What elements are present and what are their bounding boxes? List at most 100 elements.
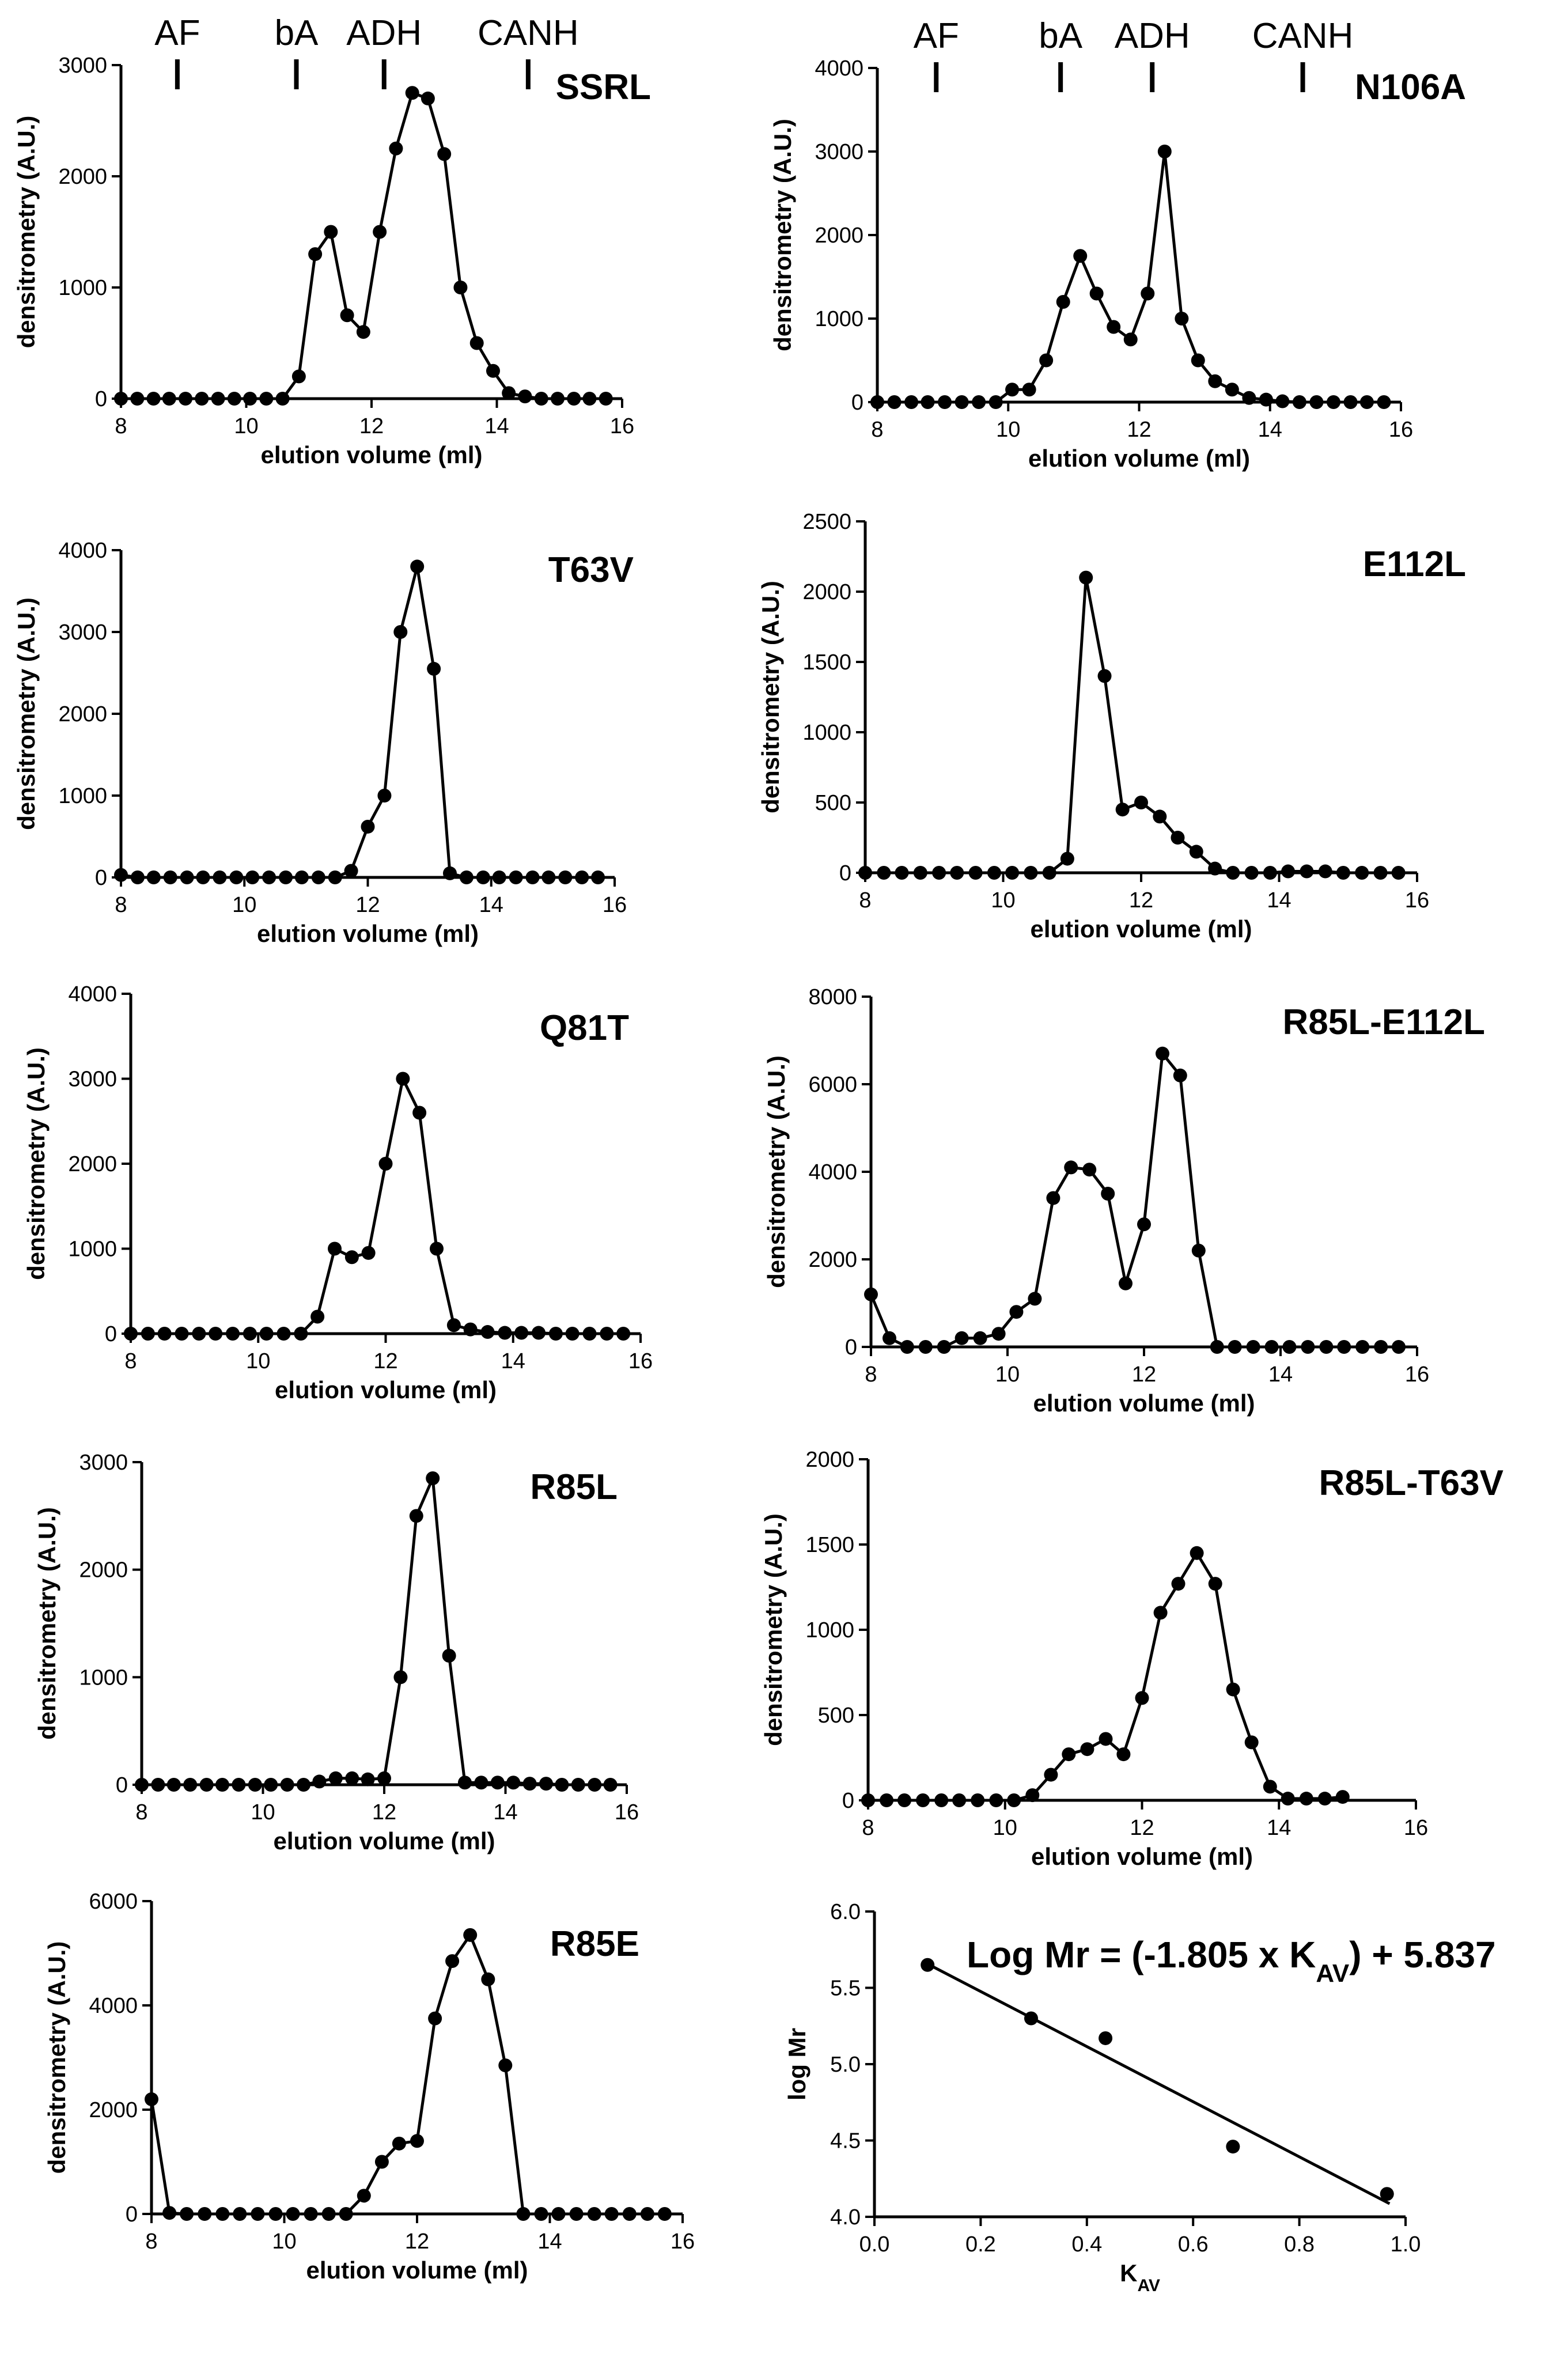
standard-marker-label: AF	[914, 16, 959, 56]
data-point	[971, 1793, 985, 1807]
x-tick-label: 16	[615, 1800, 639, 1825]
x-tick-label: 10	[993, 1816, 1017, 1840]
x-tick-label: 0.4	[1071, 2232, 1102, 2257]
data-point	[393, 1670, 408, 1685]
data-point	[1228, 1340, 1242, 1354]
data-point	[481, 1972, 495, 1986]
y-tick-label: 1000	[58, 784, 107, 808]
data-point	[163, 870, 177, 884]
x-axis-label: elution volume (ml)	[275, 1376, 497, 1403]
data-point	[1123, 332, 1138, 347]
data-point	[480, 1325, 495, 1339]
data-point	[377, 789, 392, 803]
chart-t63v: 8 10 12 14 16 0 1000 2000 3000 4000 elution volume…	[13, 539, 634, 947]
y-tick-label: 2000	[808, 1248, 857, 1272]
data-point	[259, 1327, 274, 1341]
data-point	[1171, 831, 1185, 845]
data-point	[950, 866, 964, 880]
data-point	[1226, 866, 1240, 880]
x-tick-label: 12	[372, 1800, 396, 1825]
chart-title: T63V	[548, 550, 634, 590]
x-axis-label: elution volume (ml)	[260, 441, 482, 468]
x-tick-label: 0.2	[965, 2232, 996, 2257]
y-axis-label: log Mr	[783, 2028, 810, 2100]
data-point	[913, 866, 927, 880]
y-tick-label: 4.5	[830, 2129, 861, 2153]
data-point	[373, 225, 387, 239]
data-point	[640, 2207, 654, 2221]
data-point	[179, 392, 193, 406]
y-tick-label: 0	[842, 1789, 854, 1813]
x-tick-label: 14	[1258, 418, 1282, 442]
x-tick-label: 8	[115, 893, 127, 917]
x-tick-label: 14	[484, 414, 509, 438]
y-tick-label: 8000	[808, 985, 857, 1009]
x-tick-label: 10	[991, 888, 1015, 913]
x-tick-label: 12	[1129, 888, 1153, 913]
x-tick-label: 16	[1404, 1816, 1428, 1840]
data-point	[1373, 866, 1388, 880]
data-point	[393, 625, 408, 639]
chart-title: N106A	[1355, 67, 1466, 107]
data-point	[490, 1776, 505, 1790]
data-point	[616, 1327, 631, 1341]
data-point	[1374, 1340, 1388, 1354]
y-tick-label: 3000	[58, 54, 107, 78]
data-point	[130, 392, 145, 406]
chart-r85l-t63v: 8 10 12 14 16 0 500 1000 1500 2000 elution volume …	[760, 1448, 1503, 1870]
x-tick-label: 12	[373, 1349, 397, 1373]
data-point	[1281, 864, 1296, 879]
data-point	[409, 1509, 423, 1523]
x-tick-label: 16	[628, 1349, 653, 1373]
data-point	[196, 870, 210, 884]
data-point	[215, 1778, 229, 1792]
data-point	[587, 2207, 601, 2221]
y-tick-label: 3000	[68, 1068, 117, 1092]
data-point	[277, 1327, 291, 1341]
x-tick-label: 12	[1127, 418, 1151, 442]
data-point	[932, 866, 946, 880]
x-axis-label: elution volume (ml)	[1028, 445, 1250, 472]
x-tick-label: 1.0	[1391, 2232, 1421, 2257]
x-tick-label: 0.0	[859, 2232, 890, 2257]
y-tick-label: 0	[126, 2202, 138, 2227]
x-tick-label: 10	[246, 1349, 270, 1373]
data-point	[534, 392, 548, 406]
data-point	[135, 1778, 149, 1792]
data-point	[1005, 383, 1020, 397]
data-point	[146, 870, 161, 884]
data-point	[361, 819, 375, 834]
x-tick-label: 10	[232, 893, 256, 917]
data-point	[657, 2207, 672, 2221]
data-point	[328, 1241, 342, 1256]
x-tick-label: 12	[1130, 1816, 1154, 1840]
data-point	[937, 1340, 951, 1354]
data-point	[1005, 866, 1020, 880]
data-point	[603, 1778, 618, 1792]
data-point	[294, 870, 309, 884]
data-point	[463, 1928, 478, 1942]
x-tick-label: 14	[479, 893, 503, 917]
data-point	[344, 864, 358, 878]
data-point	[555, 1778, 569, 1792]
x-tick-label: 12	[1132, 1362, 1156, 1387]
standard-marker-label: ADH	[346, 13, 422, 53]
data-point	[1153, 809, 1167, 824]
data-point	[304, 2207, 318, 2221]
data-point	[955, 1331, 969, 1345]
data-point	[877, 866, 891, 880]
chart-n106a: 8 10 12 14 16 0 1000 2000 3000 4000 elution volume…	[769, 16, 1466, 472]
chart-title: SSRL	[556, 67, 651, 107]
data-point	[1073, 249, 1088, 263]
series-line	[865, 576, 1399, 875]
data-point	[1242, 391, 1256, 405]
data-point	[1263, 1780, 1277, 1794]
data-point	[599, 392, 613, 406]
data-point	[591, 870, 605, 884]
x-axis-label: elution volume (ml)	[1030, 915, 1252, 942]
standard-marker-label: AF	[154, 13, 200, 53]
data-point	[1191, 353, 1205, 368]
chart-title: R85E	[550, 1924, 639, 1964]
data-point	[340, 308, 354, 323]
data-point	[1335, 1790, 1350, 1804]
